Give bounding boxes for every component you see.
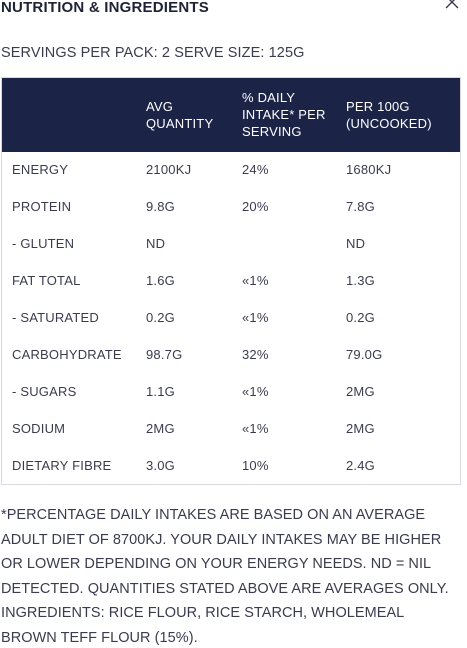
avg-quantity-cell: ND: [146, 236, 166, 252]
table-row: - SUGARS 1.1G «1% 2MG: [2, 373, 461, 410]
per-100g-cell: 2MG: [346, 420, 375, 436]
nutrition-table: AVG QUANTITY % DAILY INTAKE* PER SERVING…: [1, 77, 461, 485]
per-100g-cell: 1680KJ: [346, 162, 392, 178]
table-row: PROTEIN 9.8G 20% 7.8G: [2, 188, 461, 225]
table-row: CARBOHYDRATE 98.7G 32% 79.0G: [2, 336, 461, 373]
daily-intake-cell: «1%: [242, 420, 269, 436]
daily-intake-cell: [232, 225, 336, 262]
table-row: - SATURATED 0.2G «1% 0.2G: [2, 299, 461, 336]
header-daily-intake: % DAILY INTAKE* PER SERVING: [242, 90, 326, 140]
footnote-text: *PERCENTAGE DAILY INTAKES ARE BASED ON A…: [1, 507, 449, 646]
nutrient-name-cell: PROTEIN: [12, 199, 72, 215]
avg-quantity-cell: 98.7G: [146, 346, 183, 362]
table-row: DIETARY FIBRE 3.0G 10% 2.4G: [2, 447, 461, 484]
avg-quantity-cell: 3.0G: [146, 457, 175, 473]
daily-intake-cell: «1%: [242, 310, 269, 325]
avg-quantity-cell: 2MG: [146, 420, 175, 436]
nutrient-name-cell: CARBOHYDRATE: [12, 346, 122, 362]
daily-intake-cell: «1%: [242, 273, 269, 289]
table-row: FAT TOTAL 1.6G «1% 1.3G: [2, 262, 461, 299]
nutrient-name-cell: - SATURATED: [12, 310, 99, 325]
avg-quantity-cell: 1.1G: [146, 383, 175, 399]
per-100g-cell: 1.3G: [346, 273, 375, 289]
per-100g-cell: 2.4G: [346, 457, 375, 473]
daily-intake-cell: 24%: [242, 162, 269, 178]
avg-quantity-cell: 1.6G: [146, 273, 175, 289]
avg-quantity-cell: 0.2G: [146, 310, 175, 325]
per-100g-cell: 79.0G: [346, 346, 383, 362]
table-row: - GLUTEN ND ND: [2, 225, 461, 262]
table-row: ENERGY 2100KJ 24% 1680KJ: [2, 152, 461, 189]
per-100g-cell: 7.8G: [346, 199, 375, 215]
header-avg-quantity: AVG QUANTITY: [146, 98, 214, 131]
daily-intake-cell: 20%: [242, 199, 269, 215]
table-row: SODIUM 2MG «1% 2MG: [2, 410, 461, 447]
avg-quantity-cell: 9.8G: [146, 199, 175, 215]
daily-intake-cell: «1%: [242, 383, 269, 399]
nutrient-name-cell: DIETARY FIBRE: [12, 457, 112, 473]
header-label: [2, 78, 137, 152]
nutrient-name-cell: - SUGARS: [12, 383, 77, 399]
avg-quantity-cell: 2100KJ: [146, 162, 192, 178]
header-per-100g: PER 100G (UNCOOKED): [346, 98, 432, 131]
nutrient-name-cell: ENERGY: [12, 162, 69, 178]
daily-intake-cell: 10%: [242, 457, 269, 473]
per-100g-cell: 0.2G: [346, 310, 375, 325]
nutrient-name-cell: FAT TOTAL: [12, 273, 81, 289]
close-icon[interactable]: [444, 0, 460, 10]
servings-info: SERVINGS PER PACK: 2 SERVE SIZE: 125G: [1, 45, 305, 61]
daily-intake-cell: 32%: [242, 346, 269, 362]
per-100g-cell: 2MG: [346, 383, 375, 399]
table-body: ENERGY 2100KJ 24% 1680KJ PROTEIN 9.8G 20% 7.8G -…: [2, 152, 461, 485]
per-100g-cell: ND: [346, 236, 366, 252]
nutrient-name-cell: - GLUTEN: [12, 236, 75, 252]
table-header-row: AVG QUANTITY % DAILY INTAKE* PER SERVING…: [1, 77, 461, 152]
nutrient-name-cell: SODIUM: [12, 420, 66, 436]
panel-title: NUTRITION & INGREDIENTS: [1, 0, 209, 16]
